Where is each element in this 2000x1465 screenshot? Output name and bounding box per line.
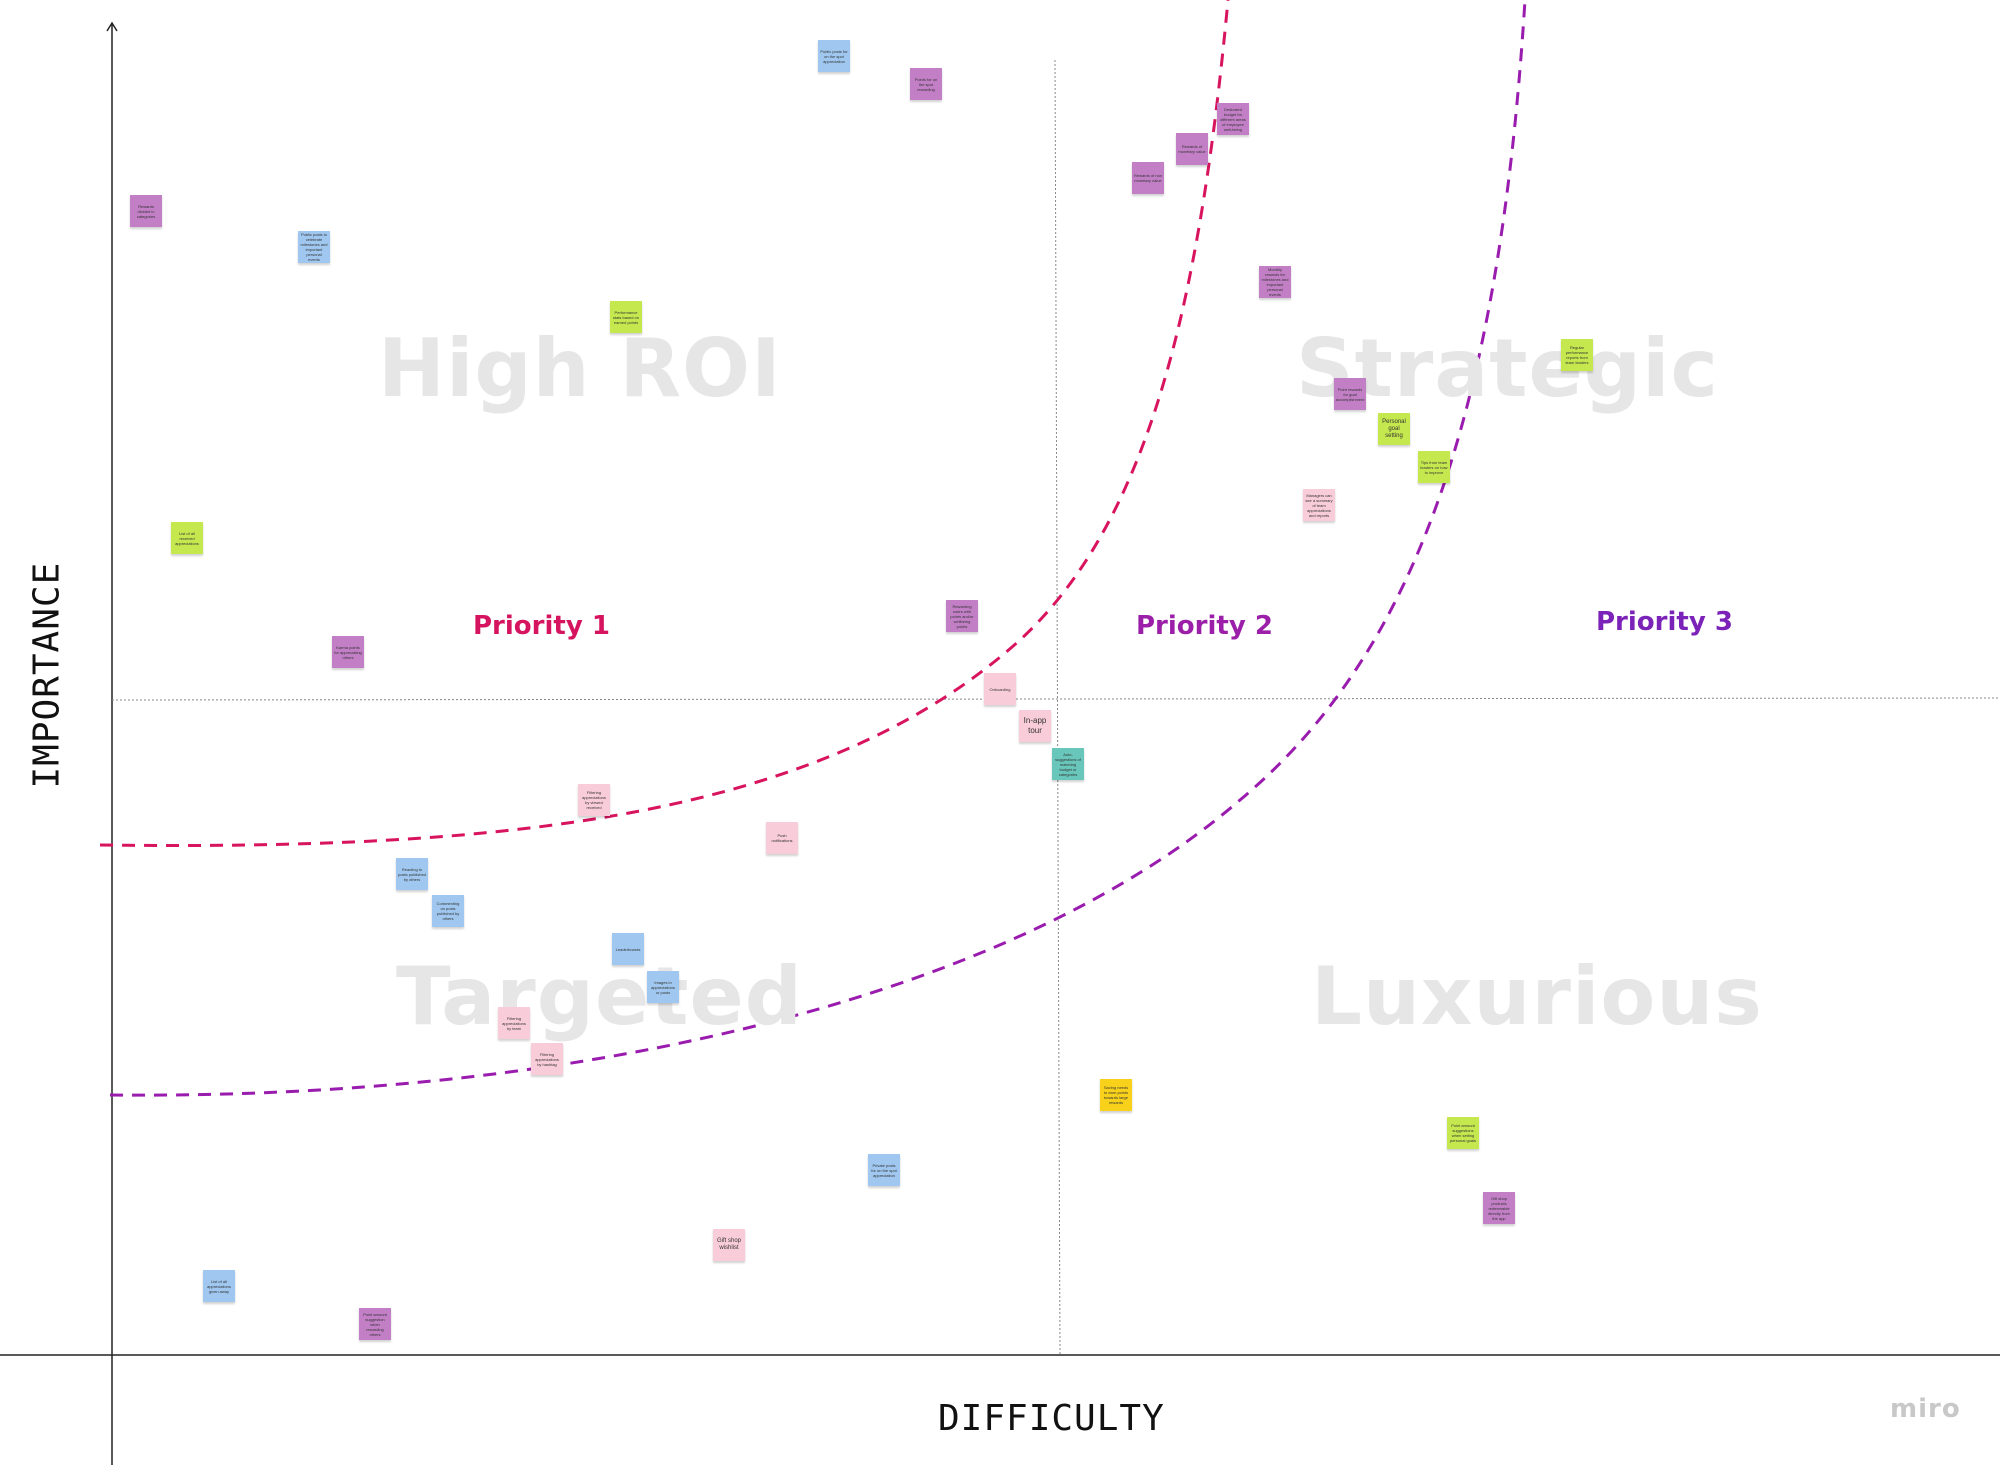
sticky-note[interactable]: Rewards of non monetary value <box>1132 162 1164 194</box>
sticky-note[interactable]: Gift shop wishlist <box>713 1229 745 1261</box>
quadrant-label-targeted: Targeted <box>396 950 803 1043</box>
sticky-note[interactable]: Commenting on posts published by others <box>432 895 464 927</box>
sticky-note[interactable]: Point rewards for goal accomplishment <box>1334 378 1366 410</box>
sticky-note[interactable]: Regular performance reports from team le… <box>1561 339 1593 371</box>
miro-watermark: miro <box>1890 1394 1961 1424</box>
sticky-note[interactable]: Karma points for appreciating others <box>332 636 364 668</box>
sticky-note[interactable]: Filtering appreciations by team <box>498 1007 530 1039</box>
sticky-note[interactable]: Push notifications <box>766 822 798 854</box>
sticky-note[interactable]: Filtering appreciations by hashtag <box>531 1043 563 1075</box>
sticky-note[interactable]: Rewarding users with points and/or wellb… <box>946 600 978 632</box>
sticky-note[interactable]: Images in appreciations or posts <box>647 971 679 1003</box>
sticky-note[interactable]: Managers can see a summary of team appre… <box>1303 489 1335 521</box>
sticky-note[interactable]: Saving needs to earn points towards larg… <box>1100 1079 1132 1111</box>
sticky-note[interactable]: In-app tour <box>1019 710 1051 742</box>
sticky-note[interactable]: Public posts to celebrate milestones and… <box>298 231 330 263</box>
sticky-note[interactable]: Rewards of monetary value <box>1176 133 1208 165</box>
quadrant-label-high-roi: High ROI <box>378 322 782 415</box>
y-axis-arrow <box>106 21 118 32</box>
sticky-note[interactable]: Dedicated budget for different areas of … <box>1217 103 1249 135</box>
sticky-note[interactable]: Monthly rewards for milestones and impor… <box>1259 266 1291 298</box>
sticky-note[interactable]: Point amount suggestion when rewarding o… <box>359 1308 391 1340</box>
sticky-note[interactable]: Private posts for on the spot appreciati… <box>868 1154 900 1186</box>
priority-3-label: Priority 3 <box>1596 607 1733 637</box>
sticky-note[interactable]: Performance stats based on earned points <box>610 301 642 333</box>
sticky-note[interactable]: Leaderboards <box>612 933 644 965</box>
vertical-divider <box>1054 59 1061 1356</box>
sticky-note[interactable]: Rewards divided in categories <box>130 195 162 227</box>
sticky-note[interactable]: Reacting to posts published by others <box>396 858 428 890</box>
priority-curve-1 <box>99 0 1230 847</box>
x-axis-label: DIFFICULTY <box>938 1398 1165 1439</box>
sticky-note[interactable]: List of all received appreciations <box>171 522 203 554</box>
quadrant-label-strategic: Strategic <box>1296 322 1719 415</box>
sticky-note[interactable]: Tips from team leaders on how to improve <box>1418 451 1450 483</box>
sticky-note[interactable]: Public posts for on the spot appreciatio… <box>818 40 850 72</box>
y-axis-label: IMPORTANCE <box>26 561 68 789</box>
sticky-note[interactable]: List of all appreciations given away <box>203 1270 235 1302</box>
horizontal-divider <box>111 697 2000 701</box>
priority-2-label: Priority 2 <box>1136 611 1273 641</box>
sticky-note[interactable]: Points for on the spot rewarding <box>910 68 942 100</box>
quadrant-label-luxurious: Luxurious <box>1311 950 1763 1043</box>
sticky-note[interactable]: Gift shop products redeemable directly f… <box>1483 1192 1515 1224</box>
sticky-note[interactable]: Point amount suggestions when setting pe… <box>1447 1117 1479 1149</box>
sticky-note[interactable]: Filtering appreciations by viewed receiv… <box>578 784 610 816</box>
priority-1-label: Priority 1 <box>473 611 610 641</box>
priority-curve-2 <box>109 0 1527 1097</box>
sticky-note[interactable]: Onboarding <box>984 673 1016 705</box>
sticky-note[interactable]: Personal goal setting <box>1378 413 1410 445</box>
sticky-note[interactable]: Auto-suggestions of matching budget or c… <box>1052 748 1084 780</box>
